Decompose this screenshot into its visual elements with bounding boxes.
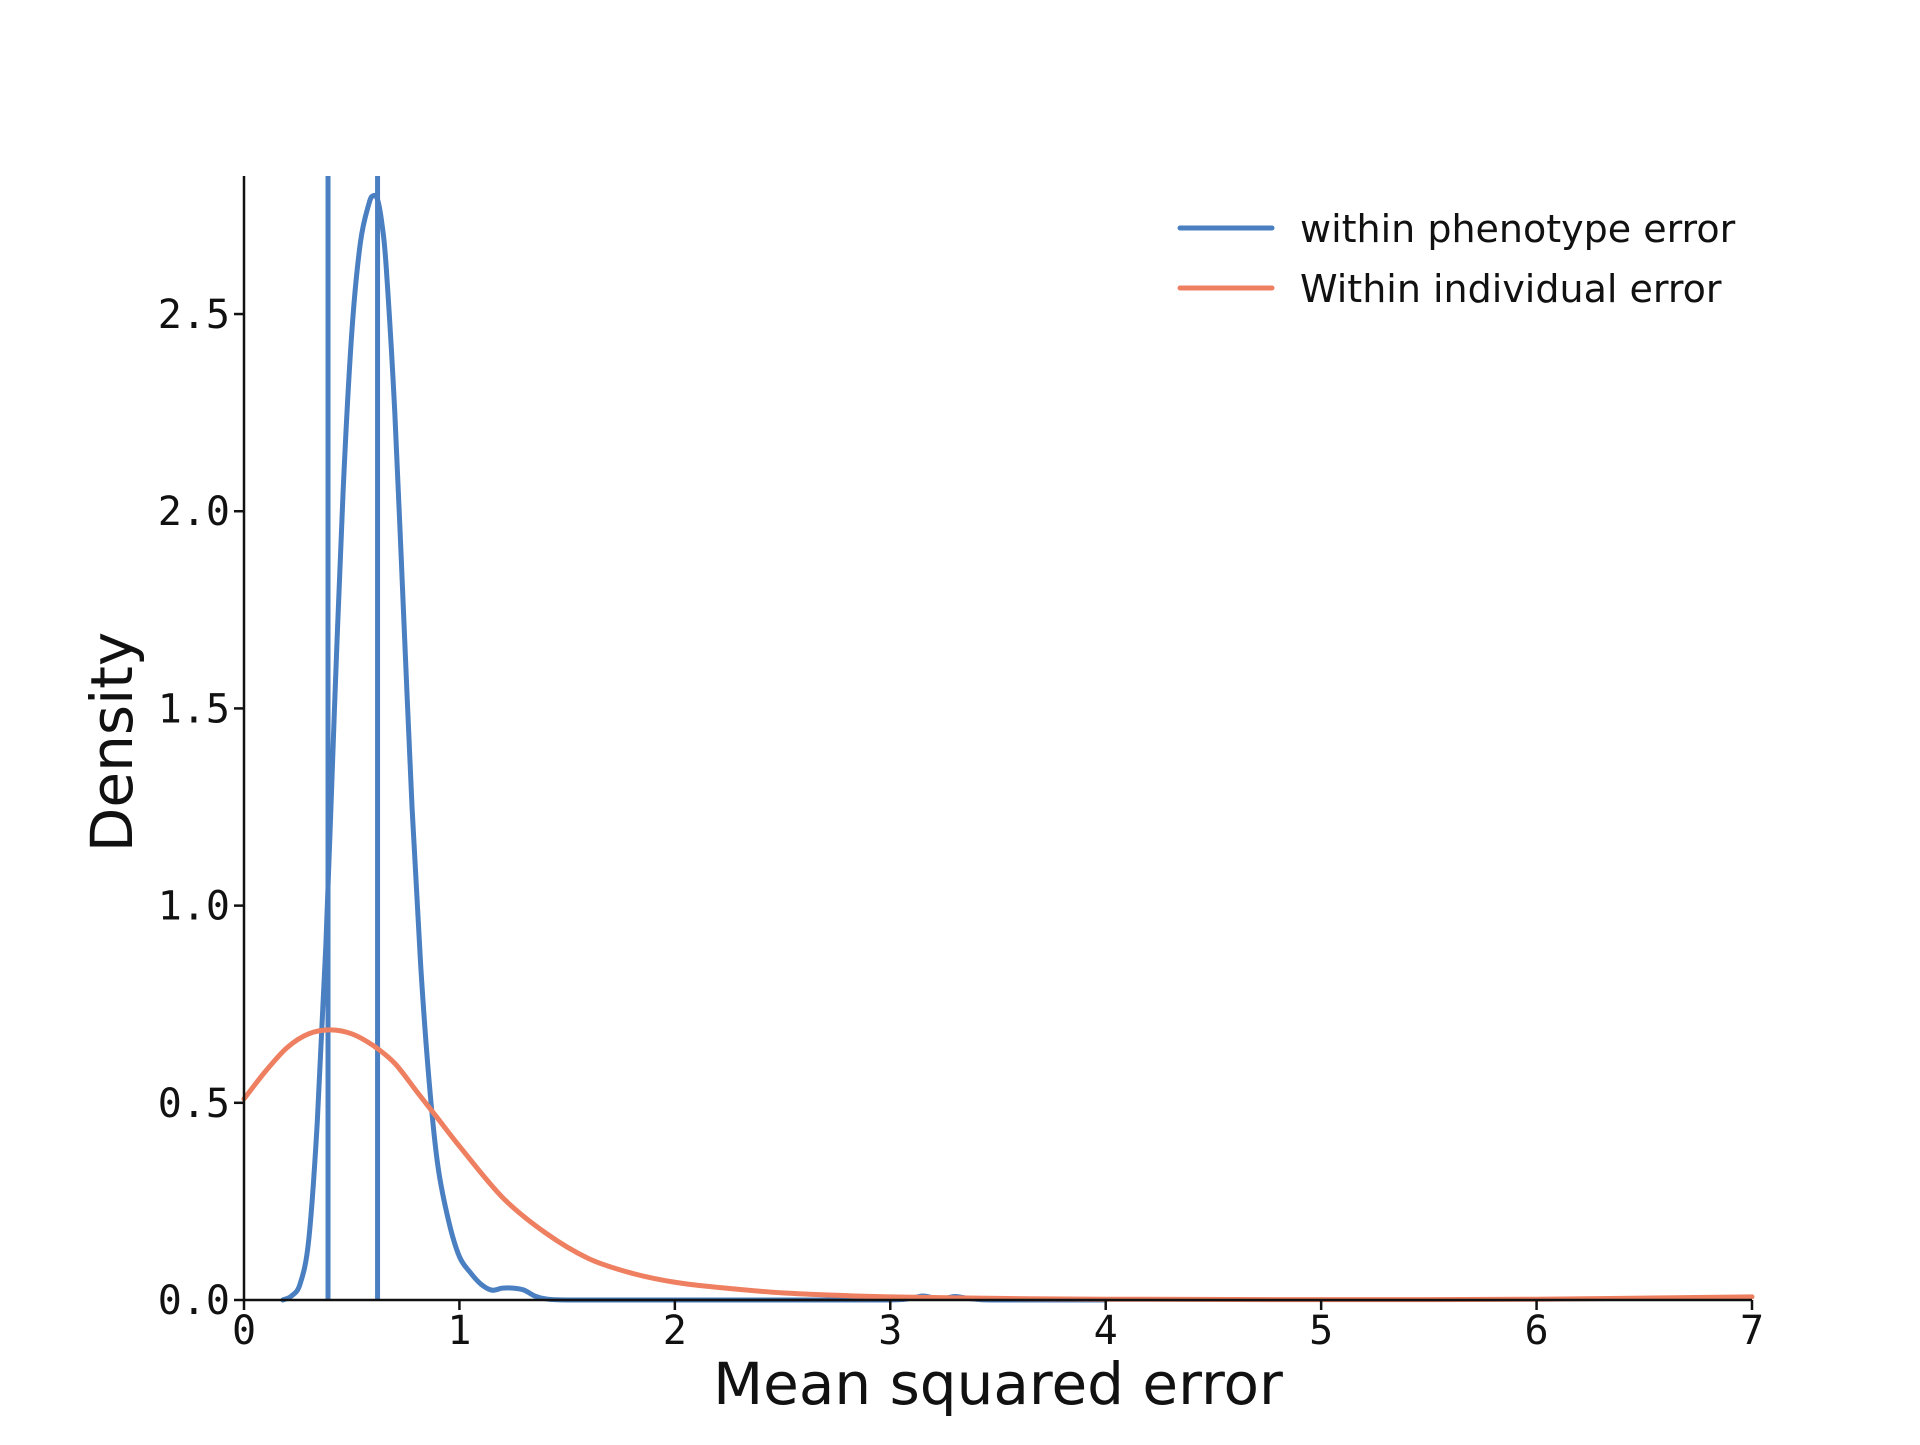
- x-tick-label: 0: [232, 1308, 256, 1354]
- x-tick-label: 4: [1094, 1308, 1118, 1354]
- ticks-layer: 0 1 2 3 4 5 6 7 0.0 0.5 1.0 1.5 2.0 2.5: [158, 292, 1764, 1354]
- x-tick-label: 1: [447, 1308, 471, 1354]
- y-tick-label: 1.5: [158, 686, 230, 732]
- y-tick-label: 2.5: [158, 292, 230, 338]
- series-line-within-individual: [241, 1027, 1755, 1303]
- y-tick-label: 1.0: [158, 884, 230, 930]
- legend-label-within-phenotype: within phenotype error: [1300, 207, 1736, 251]
- x-tick-label: 7: [1740, 1308, 1764, 1354]
- x-tick-label: 6: [1525, 1308, 1549, 1354]
- y-tick-label: 0.5: [158, 1081, 230, 1127]
- y-tick-label: 2.0: [158, 489, 230, 535]
- x-axis-label: Mean squared error: [713, 1350, 1283, 1418]
- y-tick-label: 0.0: [158, 1278, 230, 1324]
- legend: within phenotype error Within individual…: [1177, 207, 1736, 311]
- axes-layer: [242, 176, 1752, 1302]
- legend-label-within-individual: Within individual error: [1300, 267, 1722, 311]
- series-line-within-phenotype: [280, 192, 1109, 1303]
- x-tick-label: 3: [878, 1308, 902, 1354]
- marks-layer: [241, 176, 1755, 1303]
- x-tick-label: 2: [663, 1308, 687, 1354]
- x-tick-label: 5: [1309, 1308, 1333, 1354]
- y-axis-label: Density: [78, 632, 146, 853]
